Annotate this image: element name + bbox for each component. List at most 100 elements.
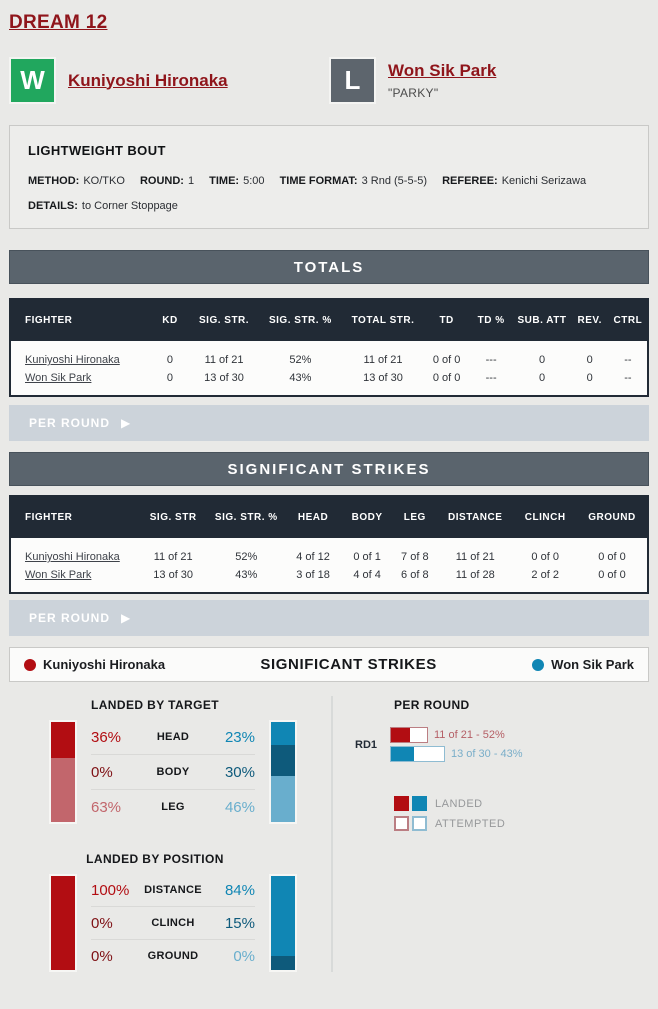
time-value: 5:00	[243, 175, 265, 187]
landed-by-target-heading: LANDED BY TARGET	[91, 698, 219, 712]
charts-left-column: LANDED BY TARGET 36% HEAD 23% 0% BODY	[9, 696, 331, 972]
red-fighter-legend: Kuniyoshi Hironaka	[24, 657, 165, 672]
attempted-legend-label: ATTEMPTED	[435, 817, 506, 830]
blue-clinch-pct: 15%	[224, 914, 255, 932]
per-round-toggle-label: PER ROUND	[29, 416, 111, 430]
stat-cell: 3 of 18	[296, 569, 330, 581]
stat-cell: 0 of 0	[531, 551, 559, 563]
charts-section-title: SIGNIFICANT STRIKES	[260, 656, 437, 673]
per-round-legend: LANDED ATTEMPTED	[394, 796, 649, 831]
stat-cell: 0	[586, 354, 593, 366]
round-label: RD1	[355, 738, 378, 751]
blue-position-bar	[269, 874, 297, 972]
blue-fighter-link[interactable]: Won Sik Park	[388, 61, 497, 80]
sig-header-row: FIGHTER SIG. STR SIG. STR. % HEAD BODY L…	[11, 497, 647, 538]
fighter-link[interactable]: Kuniyoshi Hironaka	[25, 354, 120, 366]
table-row: Kuniyoshi Hironaka 0 11 of 21 52% 11 of …	[11, 341, 647, 369]
blue-leg-pct: 46%	[224, 798, 255, 816]
stat-cell: 11 of 21	[204, 354, 244, 366]
charts-area: LANDED BY TARGET 36% HEAD 23% 0% BODY	[9, 696, 649, 972]
table-row: Won Sik Park 0 13 of 30 43% 13 of 30 0 o…	[11, 369, 647, 395]
position-label-clinch: CLINCH	[151, 917, 195, 929]
stat-cell: 11 of 28	[455, 569, 495, 581]
sig-strikes-table: FIGHTER SIG. STR SIG. STR. % HEAD BODY L…	[9, 495, 649, 594]
stat-cell: 0 of 0	[598, 569, 626, 581]
stat-cell: 11 of 21	[153, 551, 193, 563]
column-header: LEG	[392, 497, 438, 538]
red-attempted-swatch-icon	[394, 816, 409, 831]
target-label-head: HEAD	[156, 731, 190, 743]
blue-fighter-legend: Won Sik Park	[532, 657, 634, 672]
stat-cell: 52%	[235, 551, 258, 563]
target-label-body: BODY	[156, 766, 190, 778]
blue-round-bar	[390, 746, 445, 762]
round-1-bars: 11 of 21 - 52% 13 of 30 - 43%	[390, 727, 523, 762]
stat-cell: 4 of 12	[296, 551, 330, 563]
blue-corner-info: Won Sik Park "PARKY"	[388, 57, 496, 104]
red-head-segment	[51, 722, 75, 759]
bout-info-box: LIGHTWEIGHT BOUT METHOD: KO/TKO ROUND: 1 T…	[9, 125, 649, 229]
fight-header: W Kuniyoshi Hironaka L Won Sik Park "PAR…	[9, 57, 649, 104]
position-label-ground: GROUND	[147, 950, 199, 962]
blue-corner: L Won Sik Park "PARKY"	[329, 57, 649, 104]
event-link[interactable]: DREAM 12	[9, 12, 108, 33]
landed-legend-row: LANDED	[394, 796, 649, 811]
column-header: GROUND	[576, 497, 647, 538]
target-label-leg: LEG	[161, 801, 185, 813]
target-values: 36% HEAD 23% 0% BODY 30% 63% LEG 46%	[91, 720, 255, 824]
blue-landed-swatch-icon	[412, 796, 427, 811]
totals-table: FIGHTER KD SIG. STR. SIG. STR. % TOTAL S…	[9, 298, 649, 397]
column-header: KD	[150, 300, 190, 341]
round-value: 1	[187, 175, 195, 187]
red-round-bar	[390, 727, 428, 743]
method-pair: METHOD: KO/TKO	[28, 175, 129, 187]
column-header: SIG. STR.	[189, 300, 260, 341]
stat-cell: 13 of 30	[153, 569, 194, 581]
stat-cell: 13 of 30	[363, 372, 403, 384]
blue-head-pct: 23%	[224, 728, 255, 746]
stat-cell: 0 of 1	[353, 551, 381, 563]
column-header: FIGHTER	[11, 300, 151, 341]
totals-per-round-toggle[interactable]: PER ROUND ▶	[9, 405, 649, 441]
sig-per-round-toggle[interactable]: PER ROUND ▶	[9, 600, 649, 636]
red-fighter-link[interactable]: Kuniyoshi Hironaka	[68, 70, 228, 90]
stat-cell: 0	[538, 354, 546, 366]
stat-cell: 43%	[235, 569, 258, 581]
per-round-toggle-label: PER ROUND	[29, 611, 111, 625]
position-label-distance: DISTANCE	[144, 884, 202, 896]
stat-cell: 0	[166, 372, 174, 384]
bout-details-line: DETAILS: to Corner Stoppage	[28, 200, 630, 212]
red-fighter-dot-icon	[24, 658, 36, 671]
target-row-leg: 63% LEG 46%	[91, 789, 255, 824]
stat-cell: 4 of 4	[353, 569, 381, 581]
blue-clinch-segment	[271, 955, 295, 970]
fighter-link[interactable]: Won Sik Park	[25, 569, 92, 581]
column-header: BODY	[341, 497, 393, 538]
column-header: SIG. STR. %	[208, 497, 285, 538]
red-body-pct: 0%	[91, 763, 113, 781]
red-leg-segment	[51, 758, 75, 822]
fighter-link[interactable]: Kuniyoshi Hironaka	[25, 551, 120, 563]
column-header: TD %	[468, 300, 514, 341]
fighter-cell: Kuniyoshi Hironaka	[11, 341, 151, 369]
fighter-link[interactable]: Won Sik Park	[25, 372, 92, 384]
red-round-bar-label: 11 of 21 - 52%	[434, 729, 505, 741]
column-header: SIG. STR	[138, 497, 209, 538]
stat-cell: 0	[538, 372, 546, 384]
stat-cell: 0 of 0	[598, 551, 626, 563]
column-header: TD	[424, 300, 469, 341]
target-row-body: 0% BODY 30%	[91, 754, 255, 789]
column-header: DISTANCE	[437, 497, 514, 538]
blue-head-segment	[271, 722, 295, 746]
stat-cell: 13 of 30	[204, 372, 244, 384]
details-label: DETAILS:	[28, 200, 78, 212]
bout-result-line: METHOD: KO/TKO ROUND: 1 TIME: 5:00 TIME FOR…	[28, 175, 630, 187]
charts-right-column: PER ROUND RD1 11 of 21 - 52% 13 of 30	[331, 696, 649, 972]
time-format-pair: TIME FORMAT: 3 Rnd (5-5-5)	[280, 175, 431, 187]
blue-fighter-dot-icon	[532, 658, 545, 671]
red-corner: W Kuniyoshi Hironaka	[9, 57, 329, 104]
table-row: Kuniyoshi Hironaka 11 of 21 52% 4 of 12 …	[11, 538, 647, 566]
method-value: KO/TKO	[83, 175, 125, 187]
stat-cell: ---	[485, 372, 497, 384]
weight-class-label: LIGHTWEIGHT BOUT	[28, 143, 166, 158]
